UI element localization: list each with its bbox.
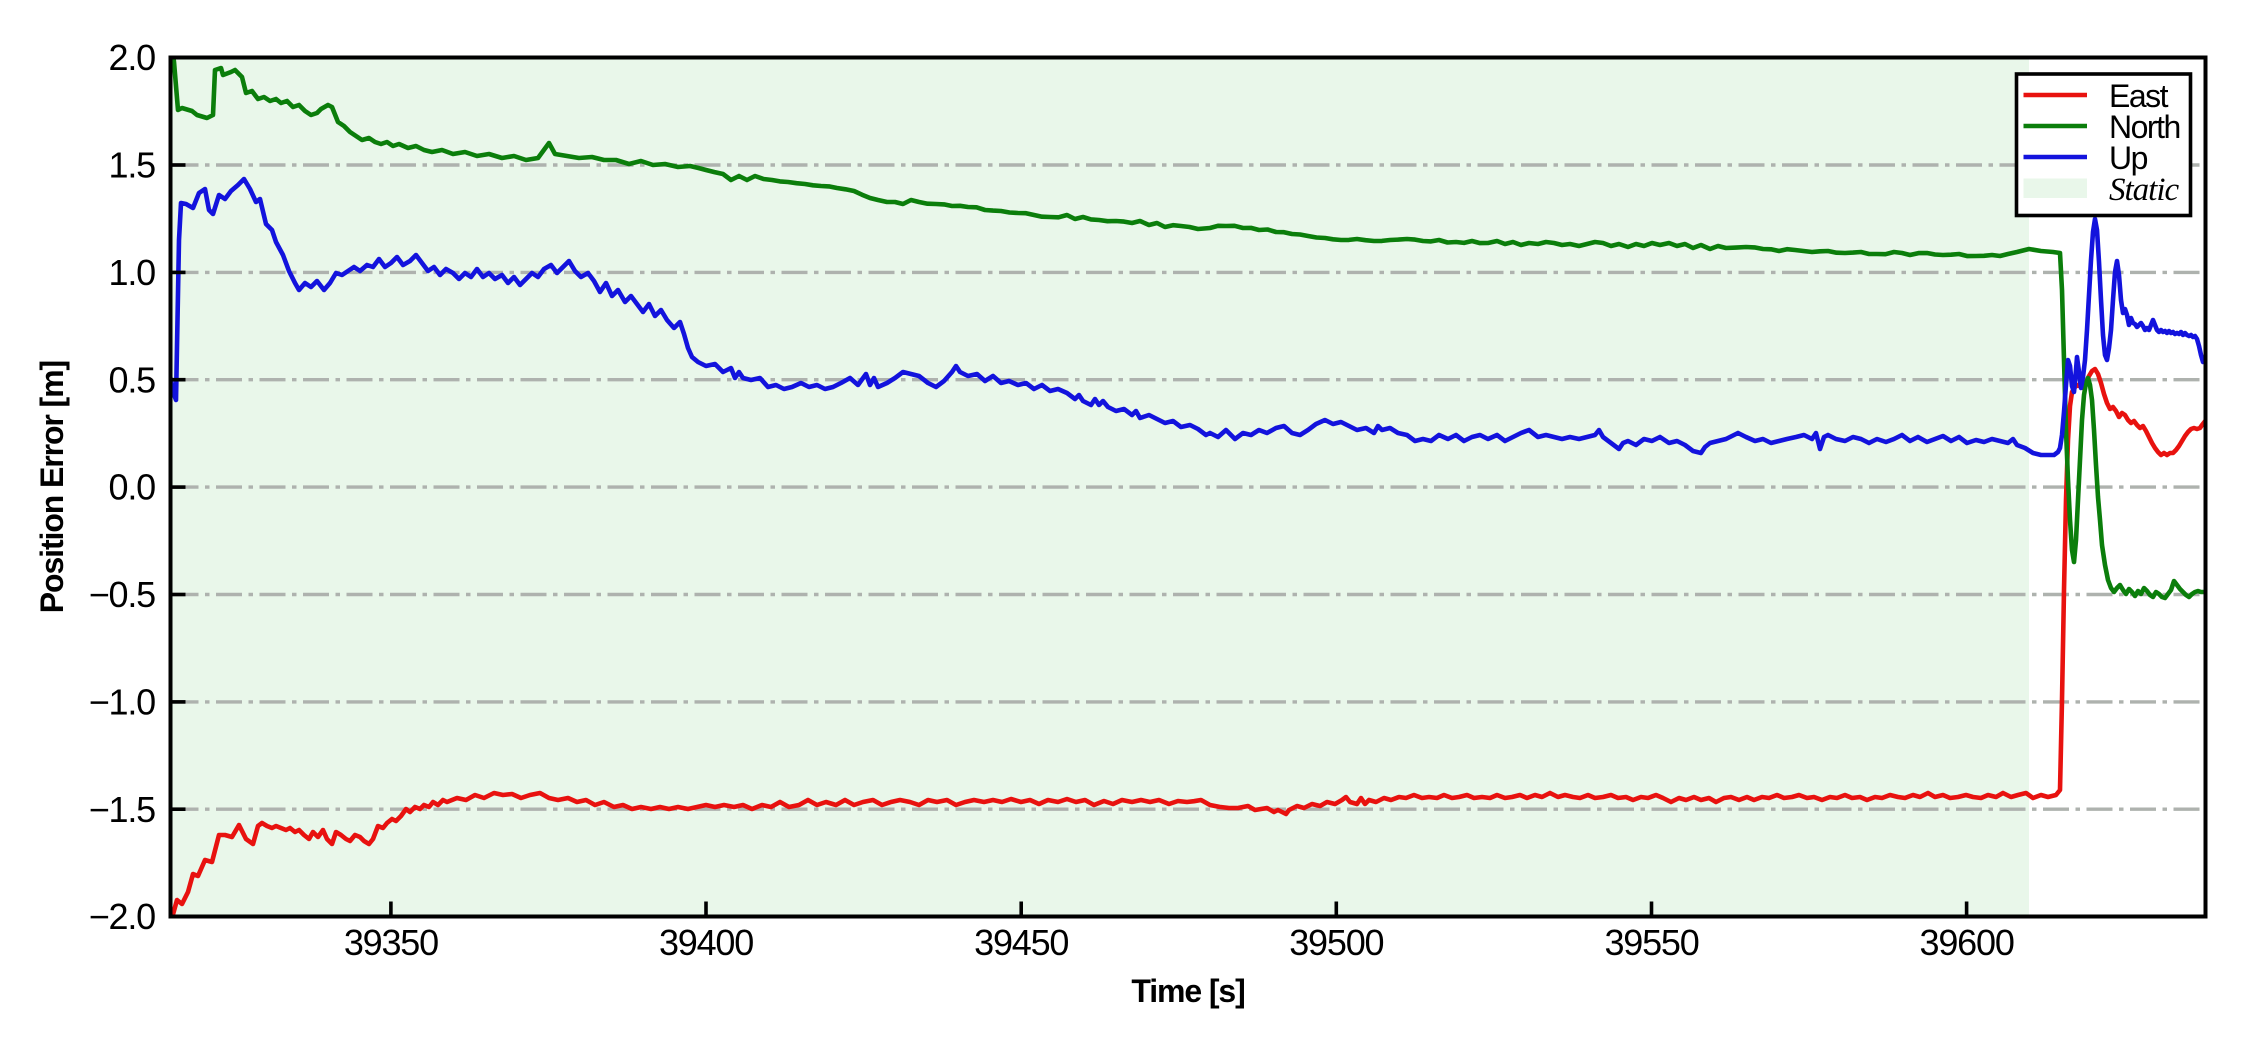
svg-text:North: North xyxy=(2109,109,2180,145)
svg-text:39450: 39450 xyxy=(974,922,1068,963)
svg-text:0.0: 0.0 xyxy=(109,467,156,508)
svg-text:−0.5: −0.5 xyxy=(89,574,155,615)
svg-text:1.0: 1.0 xyxy=(109,252,156,293)
svg-text:39600: 39600 xyxy=(1920,922,2014,963)
svg-text:Up: Up xyxy=(2109,140,2148,176)
svg-text:−2.0: −2.0 xyxy=(89,896,155,937)
svg-text:39500: 39500 xyxy=(1289,922,1383,963)
svg-text:39350: 39350 xyxy=(344,922,438,963)
svg-text:−1.0: −1.0 xyxy=(89,682,155,723)
svg-text:Position Error [m]: Position Error [m] xyxy=(34,361,70,613)
svg-text:Static: Static xyxy=(2109,172,2180,208)
svg-text:39550: 39550 xyxy=(1604,922,1698,963)
svg-text:East: East xyxy=(2109,78,2169,114)
svg-text:2.0: 2.0 xyxy=(109,37,156,78)
svg-text:0.5: 0.5 xyxy=(109,359,156,400)
svg-text:−1.5: −1.5 xyxy=(89,789,155,830)
svg-text:Time [s]: Time [s] xyxy=(1131,973,1244,1009)
svg-text:1.5: 1.5 xyxy=(109,145,156,186)
svg-text:39400: 39400 xyxy=(659,922,753,963)
